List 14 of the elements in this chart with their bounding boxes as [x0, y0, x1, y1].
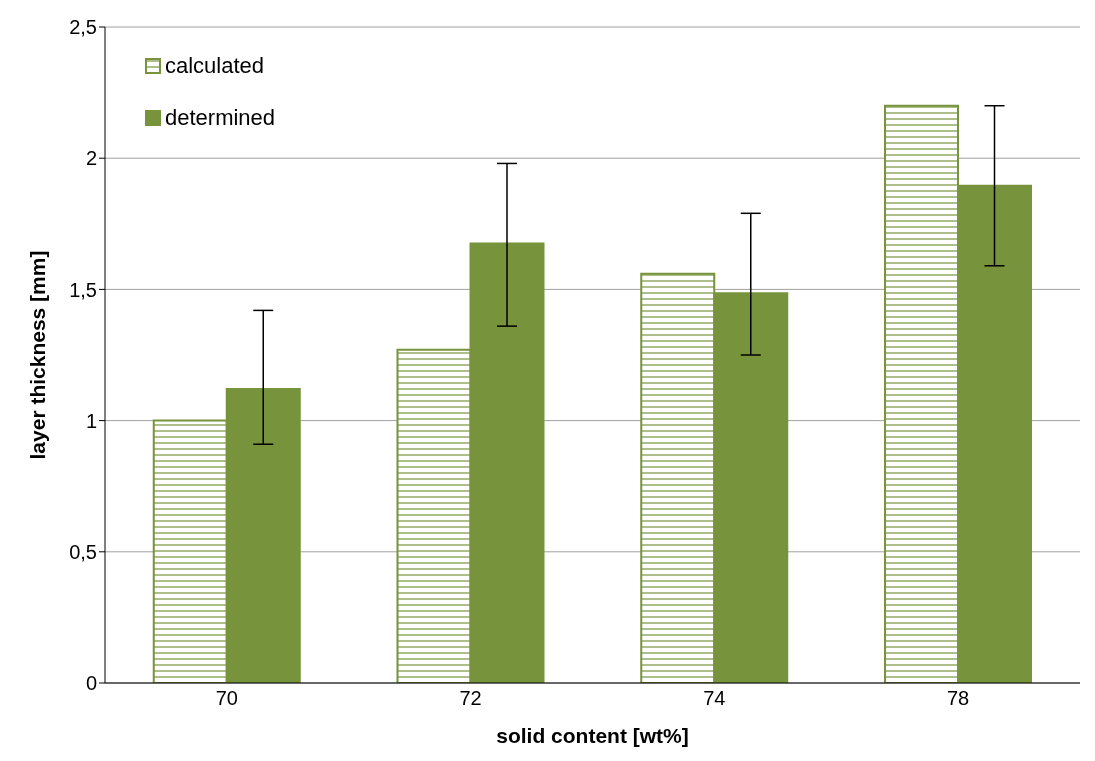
x-tick-label: 70 — [215, 687, 238, 710]
legend-label: calculated — [165, 53, 265, 79]
y-tick-label: 1,5 — [69, 278, 97, 301]
legend-label: determined — [165, 105, 276, 131]
y-tick-label: 2,5 — [69, 16, 97, 39]
x-tick-label: 72 — [459, 687, 482, 710]
x-tick-label: 78 — [947, 687, 970, 710]
y-tick-label: 1 — [85, 409, 97, 432]
y-tick-label: 2 — [85, 147, 97, 170]
y-tick-label: 0,5 — [69, 540, 97, 563]
x-axis-title: solid content [wt%] — [496, 724, 689, 747]
y-tick-label: 0 — [85, 672, 97, 695]
x-tick-label: 74 — [703, 687, 726, 710]
y-axis-title: layer thickness [mm] — [26, 250, 50, 460]
